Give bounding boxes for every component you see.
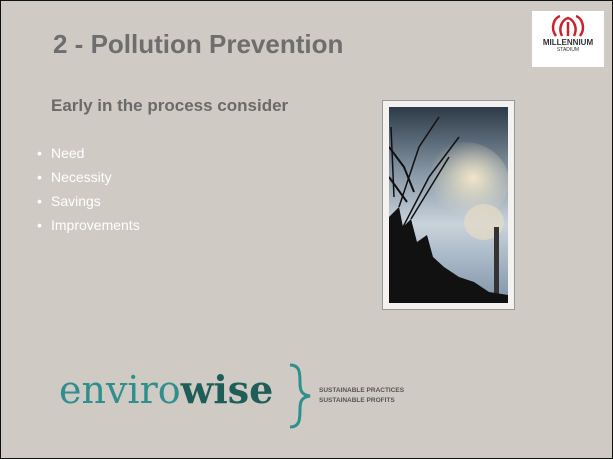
brand-part2: wise	[180, 367, 274, 412]
bullet-list: Need Necessity Savings Improvements	[37, 141, 140, 237]
logo: MILLENNIUM STADIUM	[532, 11, 604, 67]
brace	[289, 363, 311, 429]
tagline2: SUSTAINABLE PROFITS	[319, 397, 395, 404]
tagline: SUSTAINABLE PRACTICES SUSTAINABLE PROFITS	[319, 386, 404, 406]
brand-wordmark: envirowise	[59, 367, 273, 412]
slide-title: 2 - Pollution Prevention	[53, 29, 344, 59]
bullet: Savings	[51, 189, 140, 213]
bullet: Necessity	[51, 165, 140, 189]
bullet: Improvements	[51, 213, 140, 237]
photo-frame	[382, 100, 515, 310]
tagline1: SUSTAINABLE PRACTICES	[319, 387, 405, 394]
photo	[389, 107, 508, 303]
bullet: Need	[51, 141, 140, 165]
logo-line2: STADIUM	[556, 47, 580, 53]
logo-icon	[551, 14, 585, 37]
subheading: Early in the process consider	[51, 96, 289, 115]
brand-part1: enviro	[59, 368, 181, 412]
logo-line1: MILLENNIUM	[542, 38, 594, 47]
